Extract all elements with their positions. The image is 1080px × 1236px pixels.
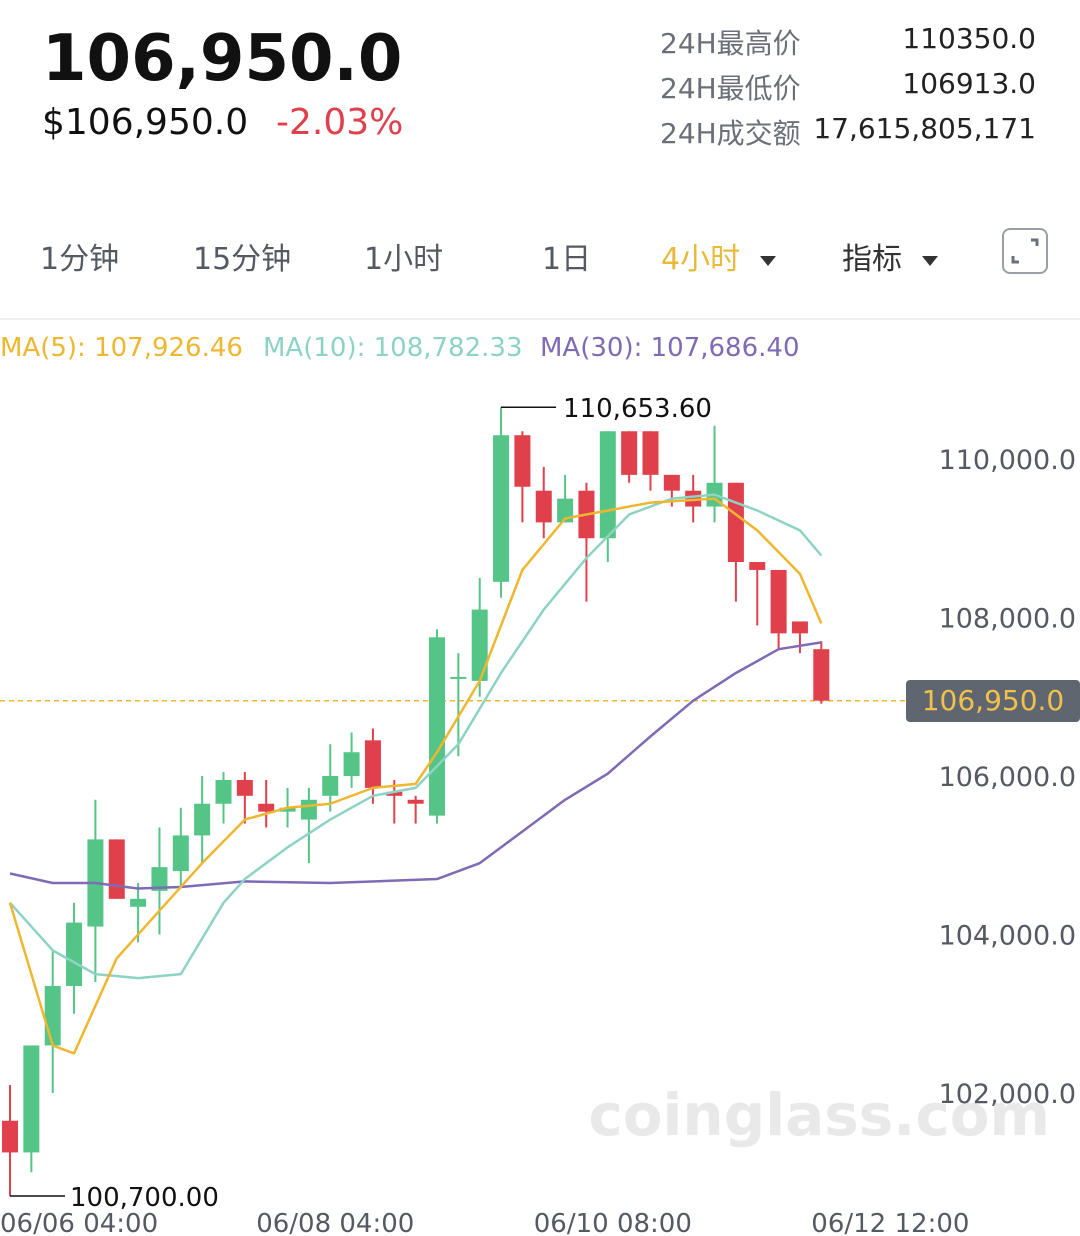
- tab-4hour[interactable]: 4小时: [661, 234, 777, 278]
- y-axis-tick-label: 104,000.0: [939, 921, 1076, 952]
- chevron-down-icon: [922, 255, 938, 266]
- candle-body: [685, 490, 702, 507]
- divider: [0, 318, 1080, 320]
- tab-15min[interactable]: 15分钟: [193, 242, 292, 277]
- candle-body: [471, 609, 488, 681]
- candle-body: [151, 867, 168, 891]
- candle-body: [172, 835, 189, 872]
- candle-body: [493, 435, 510, 582]
- ma10-line: [9, 493, 823, 980]
- candle-body: [322, 776, 339, 796]
- ma30-legend: MA(30): 107,686.40: [540, 333, 800, 363]
- candle-body: [749, 562, 766, 570]
- tab-1day[interactable]: 1日: [542, 242, 592, 277]
- candle-body: [386, 791, 403, 796]
- y-axis-tick-label: 110,000.0: [939, 445, 1076, 476]
- candle-body: [429, 637, 445, 816]
- watermark: coinglass.com: [588, 1081, 1050, 1149]
- current-price: 106,950.0: [42, 22, 403, 96]
- candle-body: [599, 431, 616, 539]
- candle-body: [258, 803, 275, 812]
- candle-body: [279, 807, 296, 812]
- stat-value-volume: 17,615,805,171: [813, 112, 1036, 145]
- candle-body: [621, 431, 638, 475]
- candle-body: [215, 779, 232, 804]
- expand-button[interactable]: [1002, 228, 1048, 274]
- price-usd: $106,950.0: [42, 102, 249, 143]
- stat-label-low: 24H最低价: [660, 72, 801, 105]
- tab-1min[interactable]: 1分钟: [40, 242, 120, 277]
- candle-body: [663, 474, 680, 491]
- stat-label-high: 24H最高价: [660, 27, 801, 60]
- stat-value-high: 110350.0: [902, 22, 1036, 55]
- candle-body: [343, 752, 360, 776]
- price-change-percent: -2.03%: [276, 102, 404, 143]
- candle-body: [2, 1120, 18, 1153]
- ma30-line: [9, 641, 822, 890]
- tab-indicators[interactable]: 指标: [842, 234, 938, 278]
- high-price-label: 110,653.60: [563, 394, 712, 424]
- candle-body: [514, 435, 531, 487]
- candle-body: [108, 839, 125, 899]
- expand-icon: [1011, 238, 1039, 264]
- x-axis-tick-label: 06/08 04:00: [256, 1209, 414, 1236]
- candle-body: [66, 922, 83, 987]
- tab-1hour[interactable]: 1小时: [364, 242, 444, 277]
- chevron-down-icon: [760, 255, 777, 266]
- stat-label-volume: 24H成交额: [660, 117, 801, 150]
- candle-body: [130, 898, 147, 907]
- stat-value-low: 106913.0: [902, 67, 1036, 100]
- candle-body: [535, 490, 552, 523]
- candlestick-chart[interactable]: coinglass.com 110,000.0 108,000.0 106,000.0…: [0, 370, 1080, 1236]
- y-axis-tick-label: 108,000.0: [939, 604, 1076, 635]
- x-axis-tick-label: 06/10 08:00: [534, 1209, 692, 1236]
- candle-body: [727, 482, 744, 563]
- candle-body: [300, 799, 317, 820]
- x-axis-tick-label: 06/06 04:00: [0, 1209, 158, 1236]
- candle-body: [642, 431, 659, 475]
- tab-4hour-label: 4小时: [661, 242, 741, 277]
- candle-body: [450, 676, 467, 679]
- y-axis-tick-label: 102,000.0: [939, 1079, 1076, 1110]
- candle-body: [23, 1045, 40, 1153]
- candle-body: [770, 569, 787, 634]
- ma10-legend: MA(10): 108,782.33: [263, 333, 523, 363]
- candle-body: [44, 986, 61, 1046]
- candle-body: [791, 621, 808, 634]
- candle-body: [364, 740, 381, 788]
- y-axis-tick-label: 106,000.0: [939, 762, 1076, 793]
- candle-body: [236, 779, 253, 796]
- last-price-tag: 106,950.0: [906, 680, 1080, 722]
- x-axis-tick-label: 06/12 12:00: [811, 1209, 969, 1236]
- candle-body: [194, 803, 211, 836]
- candle-body: [407, 799, 424, 804]
- candle-body: [813, 649, 830, 701]
- ma5-legend: MA(5): 107,926.46: [0, 333, 243, 363]
- tab-indicators-label: 指标: [842, 242, 902, 277]
- low-price-label: 100,700.00: [70, 1183, 219, 1213]
- ma5-line: [8, 497, 823, 1055]
